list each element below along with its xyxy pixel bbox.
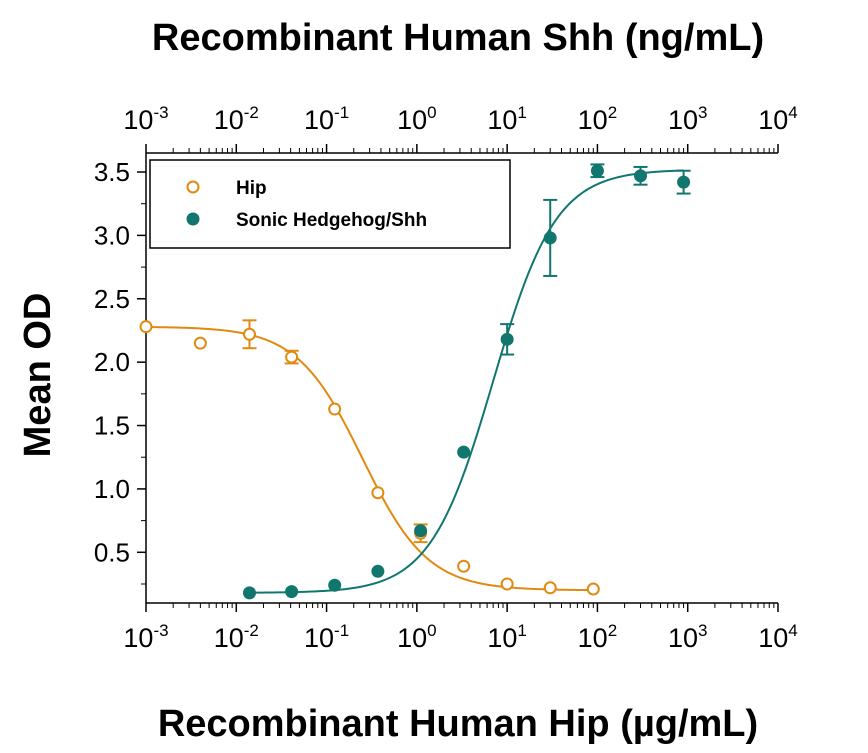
data-point-shh [328, 578, 342, 592]
data-point-hip [285, 350, 299, 364]
data-point-shh [543, 231, 557, 245]
y-tick-label: 2.5 [94, 284, 130, 314]
x-tick-label-top: 10-1 [304, 103, 349, 135]
data-point-shh [242, 586, 256, 600]
data-point-hip [193, 336, 207, 350]
data-point-shh [500, 332, 514, 346]
x-tick-label-bottom: 103 [668, 621, 708, 653]
legend-box [149, 159, 511, 249]
x-tick-label-bottom: 10-3 [123, 621, 168, 653]
data-point-shh [285, 585, 299, 599]
data-point-hip [371, 486, 385, 500]
y-tick-label: 0.5 [94, 537, 130, 567]
y-tick-label: 3.5 [94, 157, 130, 187]
x-tick-label-top: 104 [758, 103, 798, 135]
x-tick-label-top: 102 [578, 103, 618, 135]
data-point-hip [543, 581, 557, 595]
x-axis-title: Recombinant Human Hip (µg/mL) [158, 703, 758, 745]
x-tick-label-bottom: 10-1 [304, 621, 349, 653]
data-points [139, 163, 691, 600]
data-point-hip [457, 559, 471, 573]
x-tick-label-top: 10-2 [214, 103, 259, 135]
x-tick-label-top: 103 [668, 103, 708, 135]
x-tick-label-bottom: 102 [578, 621, 618, 653]
data-point-hip [328, 402, 342, 416]
data-point-hip [242, 327, 256, 341]
x-tick-label-bottom: 104 [758, 621, 798, 653]
top-axis-title: Recombinant Human Shh (ng/mL) [152, 17, 764, 59]
data-point-shh [371, 564, 385, 578]
axis-ticks: 10-3 10-3 10-2 10-2 10-1 10-1 100 100 101 101 102 1… [94, 103, 798, 653]
fit-curves [145, 169, 684, 594]
data-point-shh [457, 445, 471, 459]
data-point-hip [139, 320, 153, 334]
data-point-hip [500, 577, 514, 591]
legend: Hip Sonic Hedgehog/Shh [149, 159, 511, 249]
data-point-hip [586, 582, 600, 596]
curve-hip [145, 326, 594, 592]
x-tick-label-bottom: 101 [487, 621, 527, 653]
y-axis-title: Mean OD [17, 293, 59, 458]
data-point-shh [677, 175, 691, 189]
x-tick-label-top: 100 [397, 103, 437, 135]
x-tick-label-top: 101 [487, 103, 527, 135]
x-tick-label-bottom: 100 [397, 621, 437, 653]
x-tick-label-top: 10-3 [123, 103, 168, 135]
y-tick-label: 1.0 [94, 474, 130, 504]
y-tick-label: 1.5 [94, 411, 130, 441]
legend-label-hip: Hip [236, 178, 267, 199]
y-tick-label: 2.0 [94, 347, 130, 377]
data-point-shh [634, 169, 648, 183]
legend-marker-shh [186, 212, 200, 226]
y-tick-label: 3.0 [94, 220, 130, 250]
x-tick-label-bottom: 10-2 [214, 621, 259, 653]
curve-shh [249, 169, 684, 594]
data-point-shh [414, 524, 428, 538]
legend-marker-hip [186, 180, 200, 194]
data-point-shh [590, 164, 604, 178]
legend-label-shh: Sonic Hedgehog/Shh [236, 210, 427, 231]
